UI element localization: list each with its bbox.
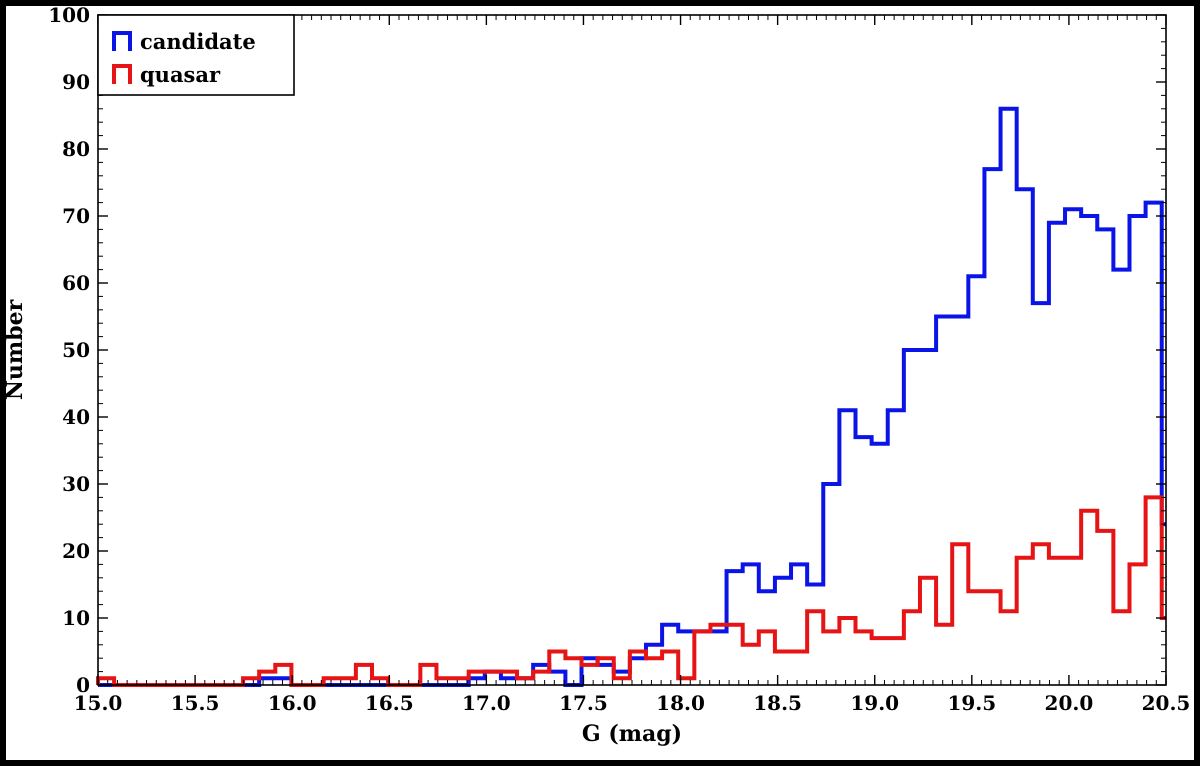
ticks-layer: 15.0 15.5 16.0 16.5 17.0 17.5 18.0 18.5 19.0 19.5… (48, 6, 1190, 715)
x-tick-label: 17.0 (462, 691, 511, 715)
y-tick-label: 80 (62, 137, 90, 161)
y-tick-label: 50 (62, 338, 90, 362)
chart-frame: 15.0 15.5 16.0 16.5 17.0 17.5 18.0 18.5 19.0 19.5… (6, 6, 1194, 760)
x-tick-label: 18.0 (656, 691, 705, 715)
legend-label-quasar: quasar (140, 62, 221, 87)
x-tick-label: 15.5 (171, 691, 220, 715)
y-tick-label: 70 (62, 204, 90, 228)
x-tick-label: 19.5 (947, 691, 996, 715)
plot-border (97, 14, 1167, 686)
y-tick-label: 90 (62, 70, 90, 94)
x-tick-label: 16.0 (268, 691, 317, 715)
legend: candidate quasar (97, 14, 295, 96)
x-tick-label: 18.5 (753, 691, 802, 715)
histogram-chart: 15.0 15.5 16.0 16.5 17.0 17.5 18.0 18.5 19.0 19.5… (6, 6, 1190, 747)
x-tick-label: 17.5 (559, 691, 608, 715)
y-tick-label: 60 (62, 271, 90, 295)
x-tick-label: 19.0 (850, 691, 899, 715)
x-axis-label: G (mag) (582, 721, 682, 747)
series-layer (96, 106, 1166, 687)
x-tick-label: 20.5 (1142, 691, 1191, 715)
legend-swatch-candidate (112, 31, 132, 51)
y-tick-label: 20 (62, 539, 90, 563)
y-tick-label: 30 (62, 472, 90, 496)
y-tick-label: 10 (62, 606, 90, 630)
x-tick-label: 15.0 (74, 691, 123, 715)
series-line-candidate (98, 106, 1166, 687)
y-tick-label: 100 (48, 6, 90, 27)
x-tick-label: 20.0 (1045, 691, 1094, 715)
y-axis-label: Number (6, 299, 28, 400)
x-tick-label: 16.5 (365, 691, 414, 715)
y-tick-label: 40 (62, 405, 90, 429)
y-tick-label: 0 (76, 673, 90, 697)
legend-swatch-quasar (112, 64, 132, 84)
legend-label-candidate: candidate (140, 29, 256, 54)
